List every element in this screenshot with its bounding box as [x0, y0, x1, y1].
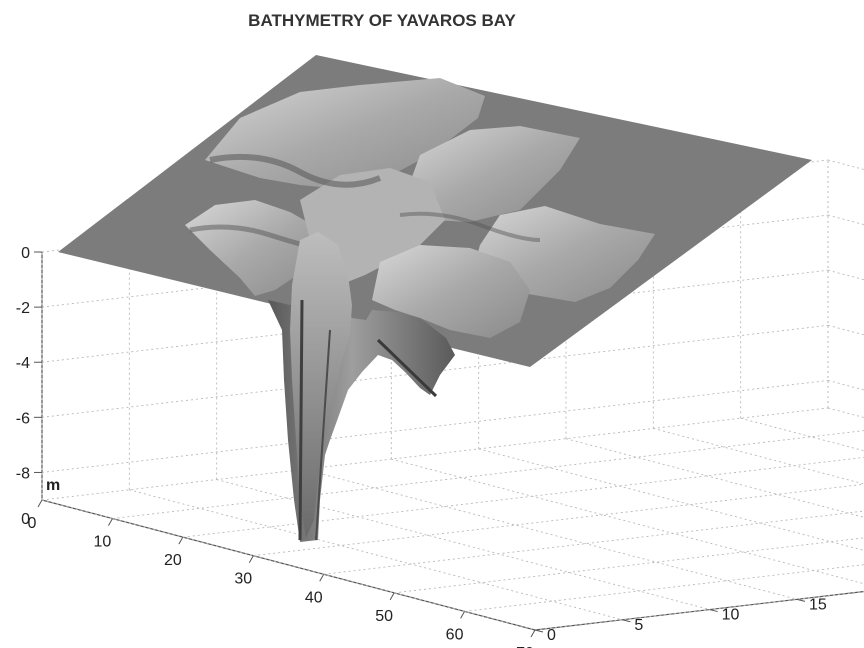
z-axis-unit-label: m — [46, 477, 60, 494]
side-wall-grid-line — [827, 214, 864, 226]
x-tick-label: 0 — [28, 515, 37, 532]
x-axis-line — [41, 499, 536, 631]
x-tick-mark — [530, 629, 536, 638]
x-axis-tick-labels: 0 10 20 30 40 50 60 70 — [28, 499, 536, 648]
floor-grid-line — [653, 428, 864, 485]
floor-grid-line — [41, 407, 829, 501]
x-tick-label: 60 — [446, 626, 464, 643]
x-tick-label: 40 — [305, 589, 323, 606]
side-wall-grid-line — [827, 324, 864, 336]
x-tick-label: 20 — [164, 552, 182, 569]
floor-grid-line — [216, 479, 710, 610]
x-tick-mark — [37, 499, 43, 508]
x-tick-mark — [389, 592, 395, 601]
x-tick-mark — [248, 555, 254, 563]
z-axis-tick-labels: 0 -2 -4 -6 -8 0 — [16, 245, 42, 528]
surface-shelf-left — [185, 200, 330, 296]
side-wall-grid-line — [827, 159, 864, 170]
z-tick-label: 0 — [21, 245, 30, 262]
x-tick-mark — [178, 536, 184, 545]
x-tick-mark — [319, 574, 325, 582]
floor-grid-line — [253, 483, 864, 557]
z-tick-label: 0 — [21, 511, 30, 528]
x-tick-mark — [460, 611, 466, 619]
y-tick-label: 5 — [634, 617, 643, 634]
x-tick-label: 10 — [94, 534, 112, 551]
side-wall-grid-line — [827, 380, 864, 391]
y-axis-tick-labels: 051015202530354045 — [534, 596, 827, 644]
floor-grid-line — [534, 591, 864, 631]
floor-grid-line — [303, 468, 798, 600]
y-tick-mark — [796, 598, 806, 602]
floor-grid-line — [827, 407, 864, 418]
z-tick-label: -8 — [16, 465, 30, 482]
surface-channel-center — [290, 232, 352, 538]
floor-grid-line — [323, 510, 864, 575]
chart-title: BATHYMETRY OF YAVAROS BAY — [248, 11, 516, 30]
z-tick-label: -6 — [16, 410, 30, 427]
floor-grid-line — [112, 430, 864, 520]
surface-shelf-mid-right — [372, 245, 530, 338]
side-wall-grid-line — [827, 269, 864, 281]
floor-grid-line — [565, 438, 864, 518]
bathymetry-surface — [58, 55, 812, 542]
z-tick-label: -4 — [16, 355, 30, 372]
x-tick-label: 50 — [375, 608, 393, 625]
floor-grid-line — [391, 458, 864, 585]
y-tick-mark — [622, 619, 631, 623]
y-tick-label: 15 — [809, 596, 827, 613]
y-tick-mark — [534, 629, 544, 633]
floor-grid-line — [394, 537, 864, 594]
x-tick-label: 70 — [516, 645, 534, 648]
y-tick-label: 10 — [722, 607, 740, 624]
floor-grid-line — [129, 489, 623, 621]
z-tick-label: -2 — [16, 300, 30, 317]
floor-grid-line — [740, 417, 864, 452]
x-tick-label: 30 — [234, 571, 252, 588]
floor-grid-line — [478, 448, 864, 551]
floor-grid-line — [464, 564, 864, 612]
back-wall-grid-line — [41, 379, 829, 473]
y-tick-label: 0 — [547, 627, 556, 644]
y-tick-mark — [709, 609, 718, 613]
x-tick-mark — [107, 518, 113, 526]
surface-shelf-right — [400, 126, 580, 222]
